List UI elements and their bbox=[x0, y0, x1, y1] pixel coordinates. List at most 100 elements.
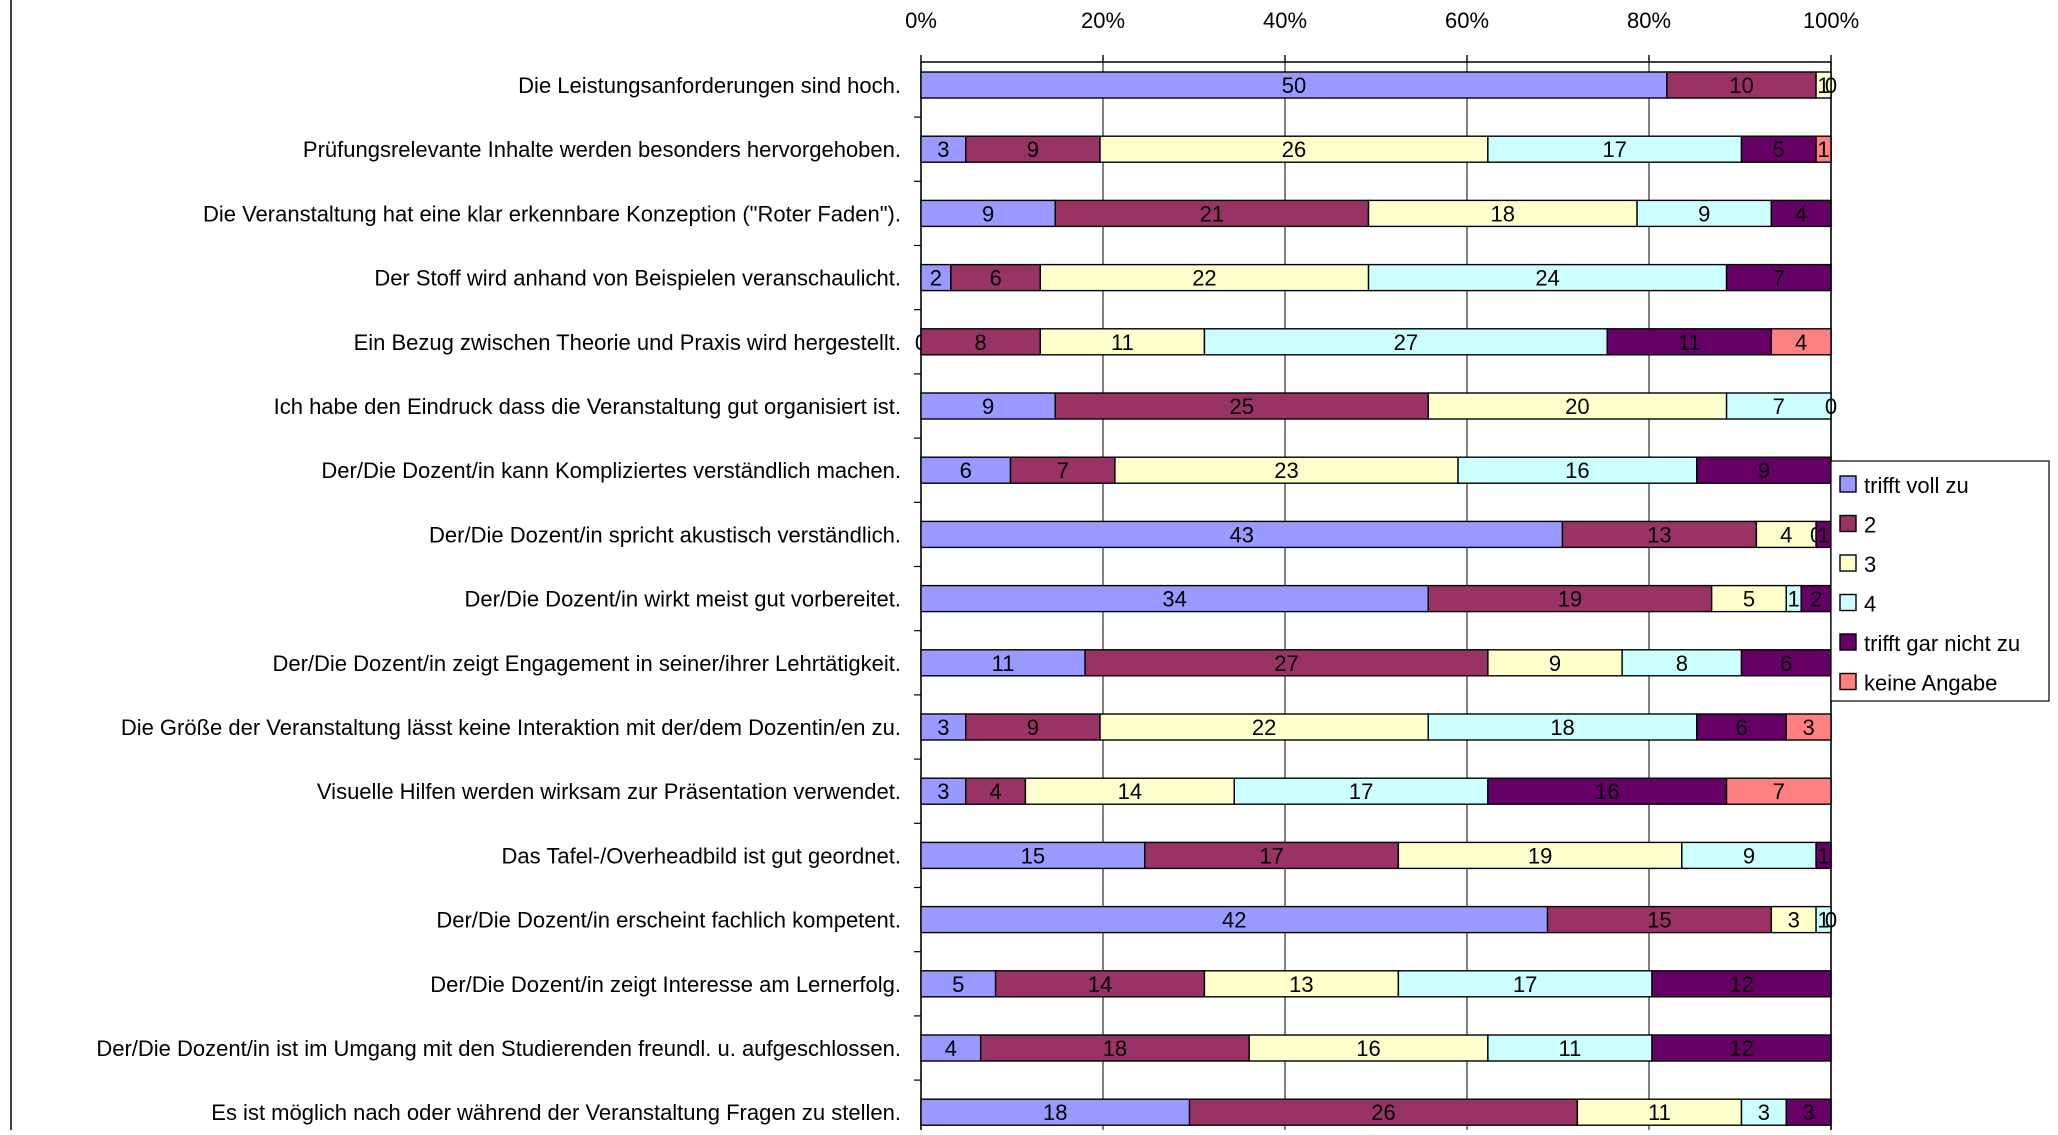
bar-segment bbox=[1487, 649, 1623, 677]
bar-segment bbox=[1054, 199, 1370, 228]
bar-segment bbox=[1233, 777, 1489, 805]
bar-segment bbox=[1099, 713, 1429, 741]
data-label: 0 bbox=[1825, 908, 1837, 933]
data-label: 9 bbox=[982, 394, 994, 419]
data-label: 11 bbox=[1678, 330, 1701, 355]
bar-segment bbox=[920, 520, 1564, 549]
data-label: 3 bbox=[1788, 908, 1800, 933]
data-label: 12 bbox=[1729, 1036, 1753, 1061]
bar-segment bbox=[1561, 520, 1758, 549]
legend-swatch bbox=[1839, 593, 1857, 612]
legend-box bbox=[1830, 460, 2050, 702]
data-label: 10 bbox=[1729, 73, 1753, 98]
legend-label: 2 bbox=[1864, 513, 1876, 538]
bar-segment bbox=[1651, 970, 1832, 998]
data-label: 4 bbox=[1780, 522, 1792, 547]
bar-segment bbox=[1114, 456, 1459, 484]
x-tick-label: 0% bbox=[905, 8, 937, 33]
data-label: 15 bbox=[1647, 908, 1671, 933]
bar-segment bbox=[1785, 1098, 1832, 1126]
data-label: 18 bbox=[1491, 201, 1515, 226]
bar-segment bbox=[1039, 328, 1206, 356]
data-label: 27 bbox=[1394, 330, 1418, 355]
bar-segment bbox=[1203, 328, 1608, 356]
bar-segment bbox=[1725, 392, 1832, 420]
data-label: 4 bbox=[945, 1036, 957, 1061]
data-label: 6 bbox=[1780, 651, 1792, 676]
category-label: Ich habe den Eindruck dass die Veranstal… bbox=[274, 394, 901, 419]
data-label: 11 bbox=[1559, 1036, 1582, 1061]
data-label: 6 bbox=[989, 266, 1001, 291]
bar-segment bbox=[1815, 135, 1832, 163]
data-label: 3 bbox=[1802, 1100, 1814, 1125]
data-label: 9 bbox=[1027, 715, 1039, 740]
legend-swatch bbox=[1839, 633, 1857, 651]
data-label: 17 bbox=[1259, 843, 1283, 868]
data-label: 12 bbox=[1729, 972, 1753, 997]
data-label: 1 bbox=[1817, 73, 1829, 98]
data-label: 14 bbox=[1088, 972, 1112, 997]
legend-label: trifft gar nicht zu bbox=[1864, 631, 2020, 656]
data-label: 50 bbox=[1282, 73, 1306, 98]
category-label: Der Stoff wird anhand von Beispielen ver… bbox=[374, 266, 901, 291]
legend-swatch bbox=[1839, 514, 1857, 533]
bar-segment bbox=[1248, 1034, 1489, 1062]
bar-segment bbox=[1770, 199, 1832, 228]
data-label: 0 bbox=[1825, 73, 1837, 98]
data-label: 6 bbox=[1735, 715, 1747, 740]
category-label: Die Veranstaltung hat eine klar erkennba… bbox=[203, 201, 901, 226]
data-label: 27 bbox=[1274, 651, 1298, 676]
bar-segment bbox=[1427, 392, 1728, 420]
data-label: 21 bbox=[1200, 201, 1224, 226]
x-tick-label: 20% bbox=[1081, 8, 1125, 33]
legend-label: 3 bbox=[1864, 552, 1876, 577]
x-tick-label: 80% bbox=[1627, 8, 1671, 33]
data-label: 7 bbox=[1773, 394, 1785, 419]
bar-segment bbox=[1800, 584, 1832, 613]
bar-segment bbox=[920, 970, 997, 998]
data-label: 25 bbox=[1229, 394, 1253, 419]
data-label: 9 bbox=[1698, 201, 1710, 226]
data-label: 3 bbox=[937, 137, 949, 162]
data-label: 1 bbox=[1788, 587, 1800, 612]
bar-segment bbox=[1815, 841, 1832, 870]
data-label: 7 bbox=[1773, 266, 1785, 291]
x-tick-label: 40% bbox=[1263, 8, 1307, 33]
data-label: 0 bbox=[1825, 394, 1837, 419]
data-label: 8 bbox=[1676, 651, 1688, 676]
bar-segment bbox=[950, 263, 1042, 292]
bar-segment bbox=[920, 263, 952, 292]
data-label: 11 bbox=[1648, 1100, 1671, 1125]
data-label: 13 bbox=[1647, 522, 1671, 547]
data-label: 26 bbox=[1371, 1100, 1395, 1125]
data-label: 13 bbox=[1289, 972, 1313, 997]
bar-segment bbox=[1487, 777, 1728, 805]
bar-segment bbox=[1785, 713, 1832, 741]
bar-segment bbox=[1487, 135, 1743, 163]
legend-label: trifft voll zu bbox=[1864, 473, 1969, 498]
bar-segment bbox=[920, 713, 967, 741]
legend-swatch bbox=[1839, 554, 1857, 572]
category-label: Der/Die Dozent/in zeigt Engagement in se… bbox=[272, 651, 901, 676]
data-label: 4 bbox=[1795, 201, 1807, 226]
legend-label: keine Angabe bbox=[1864, 671, 1997, 696]
bar-segment bbox=[920, 649, 1086, 677]
data-label: 18 bbox=[1550, 715, 1574, 740]
bar-segment bbox=[994, 970, 1206, 998]
data-label: 2 bbox=[1810, 587, 1822, 612]
bar-segment bbox=[1651, 1034, 1832, 1062]
category-label: Das Tafel-/Overheadbild ist gut geordnet… bbox=[502, 843, 902, 868]
data-label: 2 bbox=[930, 266, 942, 291]
data-label: 18 bbox=[1103, 1036, 1127, 1061]
x-tick-label: 100% bbox=[1803, 8, 1859, 33]
data-label: 1 bbox=[1817, 908, 1829, 933]
data-label: 16 bbox=[1356, 1036, 1380, 1061]
data-label: 7 bbox=[1773, 779, 1785, 804]
data-label: 9 bbox=[1743, 843, 1755, 868]
data-label: 26 bbox=[1282, 137, 1306, 162]
data-label: 24 bbox=[1535, 266, 1559, 291]
bar-segment bbox=[920, 199, 1056, 228]
data-label: 15 bbox=[1021, 843, 1045, 868]
